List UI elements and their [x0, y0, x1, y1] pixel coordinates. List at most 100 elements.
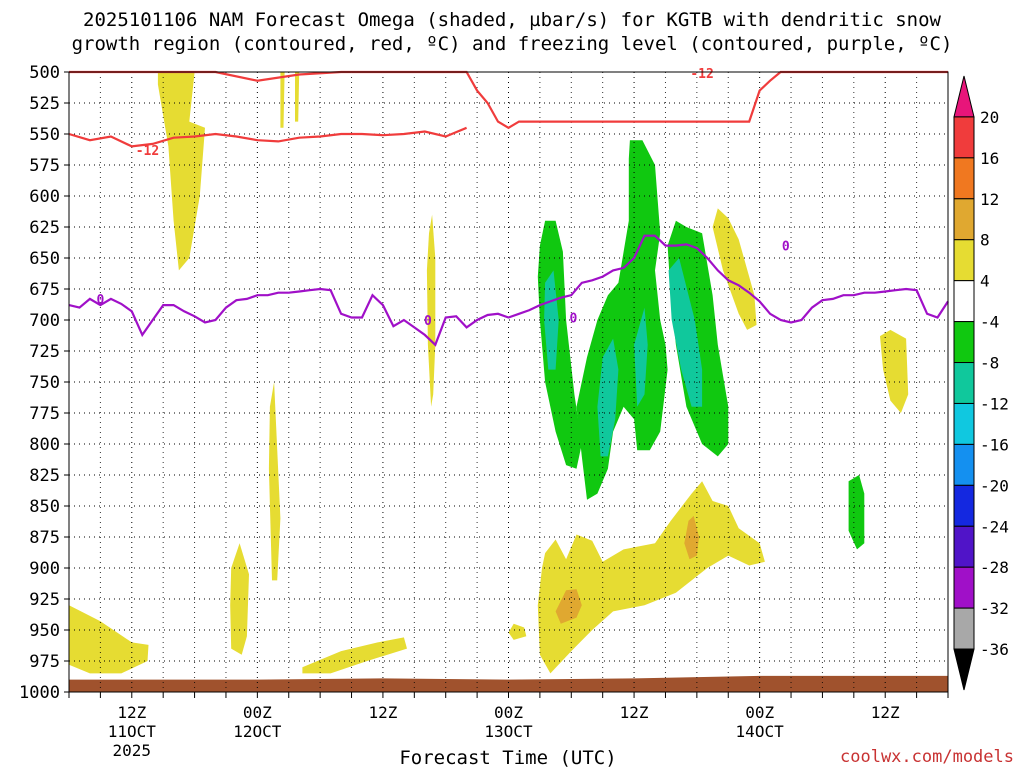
omega-shading-layer: [69, 72, 948, 692]
shade-negative-strong-1: [544, 270, 559, 370]
dendritic-lower-label: -12: [136, 144, 159, 159]
chart-title-line-1: 2025101106 NAM Forecast Omega (shaded, µ…: [83, 9, 941, 31]
shade-positive-thin-2: [295, 72, 300, 122]
x-tick-year-6: 2025: [113, 741, 152, 760]
colorbar-label: -4: [980, 313, 999, 332]
x-tick-date-18: 12OCT: [233, 722, 282, 741]
colorbar-segment: [953, 443, 975, 486]
y-tick-label-975: 975: [29, 652, 60, 672]
y-tick-label-525: 525: [29, 94, 60, 114]
y-tick-label-750: 750: [29, 373, 60, 393]
colorbar-segment: [953, 321, 975, 364]
dendritic-upper-contour: [69, 70, 948, 130]
x-tick-date-6: 11OCT: [108, 722, 157, 741]
colorbar-label: -36: [980, 640, 1009, 659]
shade-positive-upper-left: [157, 72, 205, 271]
y-axis: 500 525 550 575 600 625 650 675 700 725 750 775 800 8…: [19, 63, 69, 703]
colorbar-label: 12: [980, 190, 999, 209]
colorbar-segment: [953, 566, 975, 609]
colorbar-label: -12: [980, 394, 1009, 413]
dendritic-upper-label: -12: [690, 67, 713, 82]
y-tick-label-575: 575: [29, 156, 60, 176]
shade-negative-strong-4: [668, 258, 703, 407]
freezing-label-right: 0: [782, 240, 790, 255]
x-tick-label-30: 12Z: [368, 703, 397, 722]
x-axis-label: Forecast Time (UTC): [399, 747, 616, 768]
colorbar-arrow-top: [953, 75, 975, 118]
colorbar-segment: [953, 525, 975, 568]
y-tick-label-550: 550: [29, 125, 60, 145]
shade-negative-strong-2: [597, 338, 619, 457]
freezing-label-mid: 0: [424, 314, 432, 329]
y-tick-label-700: 700: [29, 311, 60, 331]
shade-positive-vertical-middle: [426, 214, 436, 407]
shade-positive-blob: [508, 623, 527, 640]
colorbar-segment: [953, 402, 975, 445]
freezing-label-center: 0: [569, 312, 577, 327]
shade-positive-right-small: [880, 329, 909, 413]
dendritic-lower-contour: [68, 126, 468, 148]
shade-positive-strong-1: [555, 589, 582, 624]
y-tick-label-925: 925: [29, 590, 60, 610]
x-tick-label-66: 00Z: [745, 703, 774, 722]
y-tick-label-825: 825: [29, 466, 60, 486]
colorbar-segment: [953, 607, 975, 650]
y-tick-label-775: 775: [29, 404, 60, 424]
shade-positive-lower-right: [537, 481, 765, 674]
shade-positive-right-upper: [712, 208, 757, 330]
freezing-level-contour: [68, 234, 949, 347]
x-tick-label-78: 12Z: [871, 703, 900, 722]
y-tick-label-625: 625: [29, 218, 60, 238]
y-tick-label-500: 500: [29, 63, 60, 83]
terrain-strip: [69, 675, 948, 692]
x-tick-label-54: 12Z: [620, 703, 649, 722]
y-tick-label-1000: 1000: [19, 683, 60, 703]
y-tick-label-850: 850: [29, 497, 60, 517]
colorbar-label: -32: [980, 599, 1009, 618]
shade-positive-lower-mid: [302, 637, 407, 674]
contour-layer: -12 -12 0 0 0 0: [68, 67, 949, 347]
colorbar: 20 16 12 8 4 -4 -8 -12 -16 -20 -24 -28 -32 -36: [953, 75, 1009, 691]
x-tick-label-42: 00Z: [494, 703, 523, 722]
colorbar-label: -8: [980, 354, 999, 373]
colorbar-arrow-bottom: [953, 648, 975, 691]
x-tick-date-66: 14OCT: [736, 722, 785, 741]
shade-positive-sliver-1: [268, 382, 281, 581]
colorbar-label: -28: [980, 558, 1009, 577]
y-tick-label-725: 725: [29, 342, 60, 362]
colorbar-label: -24: [980, 517, 1009, 536]
y-tick-label-675: 675: [29, 280, 60, 300]
colorbar-segment: [953, 198, 975, 241]
y-tick-label-800: 800: [29, 435, 60, 455]
shade-negative-right-small: [848, 475, 865, 550]
colorbar-segment: [953, 362, 975, 404]
shade-positive-lower-left: [69, 605, 149, 674]
colorbar-label: 16: [980, 149, 999, 168]
y-tick-label-950: 950: [29, 621, 60, 641]
shade-positive-strong-2: [684, 515, 699, 560]
watermark: coolwx.com/models: [840, 747, 1014, 767]
y-tick-label-600: 600: [29, 187, 60, 207]
freezing-label-left: 0: [96, 293, 104, 308]
shade-positive-thin-1: [280, 72, 285, 128]
colorbar-label: -20: [980, 476, 1009, 495]
shade-negative-center-main: [576, 140, 668, 500]
colorbar-segment: [953, 116, 975, 159]
colorbar-segment: [953, 239, 975, 282]
colorbar-label: 8: [980, 231, 990, 250]
colorbar-label: -16: [980, 435, 1009, 454]
colorbar-label: 4: [980, 272, 990, 291]
x-tick-label-6: 12Z: [117, 703, 146, 722]
grid-layer: [69, 72, 948, 692]
y-tick-label-875: 875: [29, 528, 60, 548]
colorbar-label: 20: [980, 108, 999, 127]
y-tick-label-900: 900: [29, 559, 60, 579]
x-tick-label-18: 00Z: [243, 703, 272, 722]
x-tick-date-42: 13OCT: [484, 722, 533, 741]
chart-title-line-2: growth region (contoured, red, ºC) and f…: [71, 33, 953, 55]
colorbar-segment: [953, 484, 975, 527]
colorbar-segment: [953, 157, 975, 200]
